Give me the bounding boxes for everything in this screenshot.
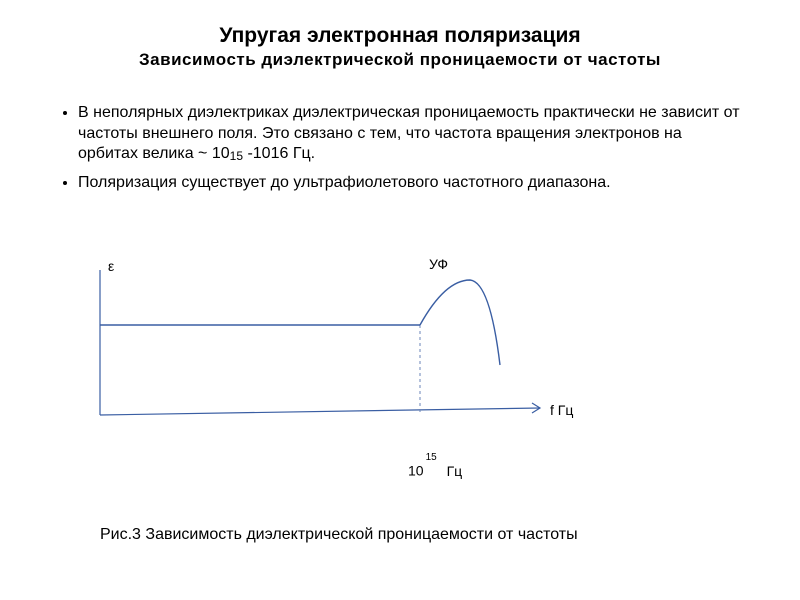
figure-caption: Рис.3 Зависимость диэлектрической прониц… <box>100 526 578 544</box>
x-axis-label: f Гц <box>550 402 573 418</box>
bullet-text-1b: -1016 Гц. <box>243 145 315 162</box>
bullet-text-1a: В неполярных диэлектриках диэлектрическа… <box>78 104 740 162</box>
permittivity-chart <box>100 270 560 460</box>
tick-exp: 15 <box>426 452 437 463</box>
bullet-list: В неполярных диэлектриках диэлектрическа… <box>0 71 800 193</box>
y-axis-label: ε <box>108 258 114 274</box>
list-item: Поляризация существует до ультрафиолетов… <box>78 173 746 193</box>
x-axis <box>100 408 540 415</box>
tick-base: 10 <box>408 463 424 479</box>
page-title-sub: Зависимость диэлектрической проницаемост… <box>60 49 740 71</box>
tick-unit: Гц <box>447 463 463 479</box>
resonance-curve <box>420 280 500 365</box>
page-title-main: Упругая электронная поляризация <box>60 22 740 49</box>
region-label: УФ <box>429 256 448 272</box>
tick-label: 1015 Гц <box>408 462 462 479</box>
list-item: В неполярных диэлектриках диэлектрическа… <box>78 103 746 164</box>
bullet-sup-1: 15 <box>230 149 243 163</box>
chart-container: ε УФ f Гц 1015 Гц <box>0 250 800 510</box>
